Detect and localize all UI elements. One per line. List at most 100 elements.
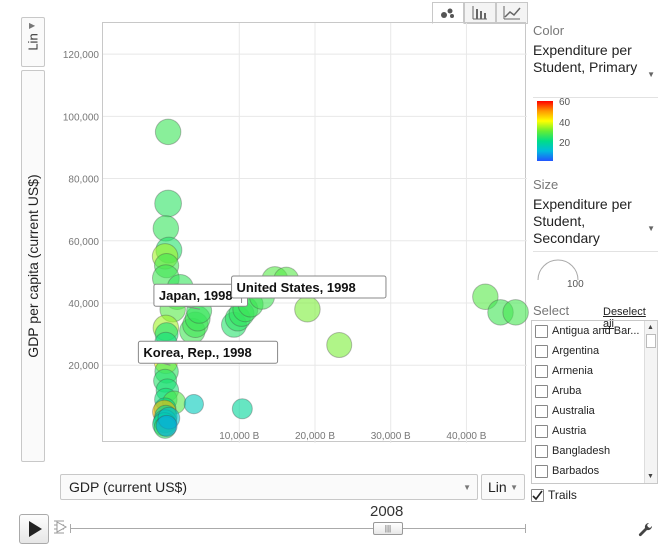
- bubble-chart[interactable]: 20,000 40,000 60,000 80,000 100,000 120,000 10…: [63, 23, 529, 443]
- x-tick-label: 10,000 B: [219, 431, 259, 442]
- color-tick-40: 40: [559, 118, 571, 129]
- data-bubble: [154, 118, 182, 146]
- country-list[interactable]: Antigua and Bar... Argentina Armenia Aruba A…: [531, 320, 658, 484]
- data-bubble: [294, 295, 321, 323]
- color-indicator-value: Expenditure per Student, Primary: [533, 42, 638, 75]
- size-indicator-select[interactable]: Expenditure per Student, Secondary ▼: [533, 196, 658, 252]
- scroll-thumb[interactable]: [646, 334, 656, 348]
- label-box: [137, 340, 279, 364]
- deselect-all-link[interactable]: Deselect all: [603, 306, 646, 330]
- point-label: Korea, Rep., 1998: [143, 345, 251, 360]
- country-list-item[interactable]: Antigua and Bar...: [532, 321, 657, 341]
- playback-speed-icon[interactable]: [52, 518, 70, 536]
- size-section-label: Size: [533, 177, 559, 192]
- color-legend-gradient: [537, 101, 553, 161]
- color-tick-60: 60: [559, 97, 571, 108]
- time-slider-end: [525, 524, 526, 533]
- y-tick-label: 80,000: [68, 175, 99, 186]
- trails-label: Trails: [548, 488, 577, 502]
- x-axis-scale-select[interactable]: Lin ▼: [481, 474, 525, 500]
- country-list-item[interactable]: Australia: [532, 401, 657, 421]
- trails-checkbox[interactable]: [531, 488, 544, 502]
- label-box: [231, 275, 387, 299]
- y-axis-indicator-select[interactable]: GDP per capita (current US$): [21, 70, 45, 462]
- play-icon: [29, 521, 42, 537]
- current-year-label: 2008: [370, 503, 404, 520]
- bubble-chart-tab[interactable]: [432, 2, 464, 24]
- dropdown-arrow-icon: ▶: [29, 21, 36, 30]
- list-scrollbar[interactable]: ▲ ▼: [644, 321, 657, 483]
- country-list-item[interactable]: Armenia: [532, 361, 657, 381]
- bubble-chart-icon: [441, 8, 454, 18]
- country-label: Aruba: [552, 385, 582, 397]
- plot-area[interactable]: 20,000 40,000 60,000 80,000 100,000 120,000 10…: [63, 22, 529, 443]
- country-list-item[interactable]: Bangladesh: [532, 441, 657, 461]
- x-axis-label: GDP (current US$): [69, 479, 187, 495]
- country-checkbox[interactable]: [535, 404, 548, 418]
- country-checkbox[interactable]: [535, 384, 548, 398]
- x-tick-label: 30,000 B: [371, 431, 411, 442]
- scroll-down-icon[interactable]: ▼: [647, 473, 654, 480]
- trails-toggle[interactable]: Trails: [531, 488, 577, 502]
- data-bubble: [231, 398, 253, 420]
- color-indicator-select[interactable]: Expenditure per Student, Primary ▼: [533, 42, 658, 98]
- country-list-item[interactable]: Argentina: [532, 341, 657, 361]
- data-bubble: [183, 393, 204, 415]
- x-tick-label: 20,000 B: [295, 431, 335, 442]
- y-axis-scale-label: Lin: [25, 33, 41, 51]
- country-label: Bangladesh: [552, 445, 611, 457]
- y-tick-label: 20,000: [68, 361, 99, 372]
- country-checkbox[interactable]: [535, 444, 548, 458]
- wrench-icon[interactable]: [636, 521, 654, 539]
- chart-type-tabs: [432, 2, 528, 24]
- size-tick: 100: [567, 279, 584, 290]
- time-slider-track[interactable]: [70, 528, 526, 529]
- country-label: Argentina: [552, 345, 600, 357]
- y-axis-scale-select[interactable]: ▶ Lin: [21, 17, 45, 67]
- point-label: Japan, 1998: [159, 288, 233, 303]
- y-tick-label: 100,000: [63, 112, 100, 123]
- country-checkbox[interactable]: [535, 364, 548, 378]
- bar-chart-tab[interactable]: [464, 2, 496, 24]
- scroll-up-icon[interactable]: ▲: [647, 324, 654, 331]
- color-tick-20: 20: [559, 138, 571, 149]
- country-label: Australia: [552, 405, 595, 417]
- time-slider-start: [70, 524, 71, 533]
- country-checkbox[interactable]: [535, 324, 548, 338]
- country-list-item[interactable]: Aruba: [532, 381, 657, 401]
- data-bubble: [502, 299, 529, 326]
- line-chart-icon: [503, 6, 521, 20]
- x-tick-label: 40,000 B: [446, 431, 486, 442]
- country-checkbox[interactable]: [535, 344, 548, 358]
- y-tick-label: 40,000: [68, 299, 99, 310]
- dropdown-arrow-icon: ▼: [510, 483, 518, 492]
- dropdown-arrow-icon: ▼: [463, 483, 471, 492]
- country-checkbox[interactable]: [535, 464, 548, 478]
- size-legend-arc-icon: [537, 259, 579, 281]
- country-label: Armenia: [552, 365, 593, 377]
- data-bubble: [154, 189, 182, 218]
- time-slider-thumb[interactable]: |||: [373, 522, 403, 535]
- x-axis-scale-label: Lin: [488, 479, 507, 495]
- dropdown-arrow-icon: ▼: [647, 224, 655, 233]
- data-bubble: [155, 414, 178, 437]
- line-chart-tab[interactable]: [496, 2, 528, 24]
- checkmark-icon: [532, 490, 543, 500]
- point-label: United States, 1998: [237, 280, 356, 295]
- country-list-item[interactable]: Austria: [532, 421, 657, 441]
- y-tick-label: 120,000: [63, 50, 100, 61]
- play-button[interactable]: [19, 514, 49, 544]
- size-indicator-value: Expenditure per Student, Secondary: [533, 196, 632, 246]
- y-tick-label: 60,000: [68, 237, 99, 248]
- dropdown-arrow-icon: ▼: [647, 70, 655, 79]
- country-label: Barbados: [552, 465, 600, 477]
- color-section-label: Color: [533, 23, 565, 38]
- y-axis-label: GDP per capita (current US$): [25, 174, 41, 358]
- x-axis-indicator-select[interactable]: GDP (current US$) ▼: [60, 474, 478, 500]
- country-label: Antigua and Bar...: [552, 325, 640, 337]
- country-list-item[interactable]: Barbados: [532, 461, 657, 481]
- country-checkbox[interactable]: [535, 424, 548, 438]
- data-bubble: [326, 332, 353, 358]
- bar-chart-icon: [472, 6, 487, 20]
- select-section-label: Select: [533, 303, 570, 318]
